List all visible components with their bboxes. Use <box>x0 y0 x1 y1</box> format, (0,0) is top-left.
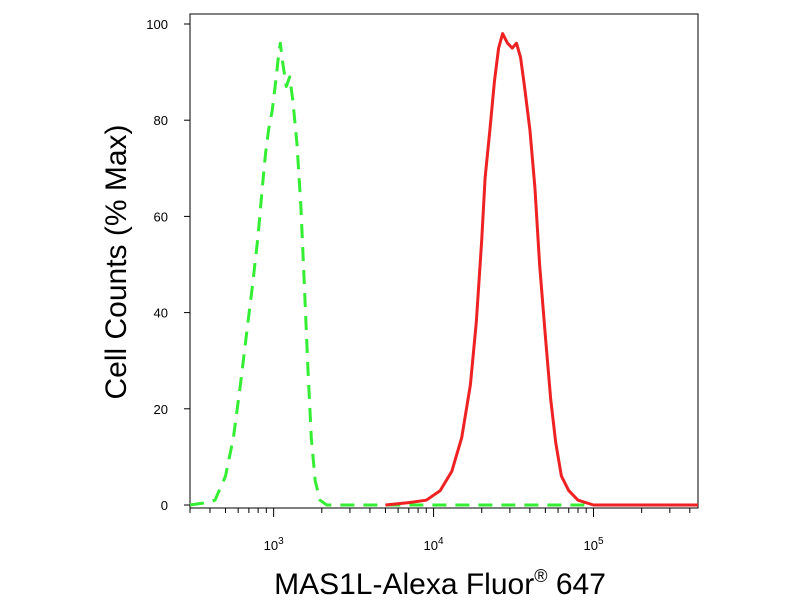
series-line-2 <box>385 32 698 507</box>
y-tick-label: 40 <box>154 306 168 321</box>
y-tick-label: 100 <box>146 17 168 32</box>
y-tick-label: 0 <box>161 498 168 513</box>
y-tick-label: 60 <box>154 209 168 224</box>
y-tick-label: 80 <box>154 113 168 128</box>
x-axis-title: MAS1L-Alexa Fluor® 647 <box>274 566 606 600</box>
y-tick-label: 20 <box>154 402 168 417</box>
x-tick-label: 103 <box>264 536 284 553</box>
series-line-1 <box>189 41 698 507</box>
y-axis-title: Cell Counts (% Max) <box>100 124 133 399</box>
axis-labels: Cell Counts (% Max) MAS1L-Alexa Fluor® 6… <box>100 124 606 600</box>
x-tick-label: 104 <box>424 536 444 553</box>
x-tick-label: 105 <box>584 536 604 553</box>
plot-frame <box>189 13 699 509</box>
x-axis-title-superscript: ® <box>534 566 547 586</box>
x-axis-title-suffix: 647 <box>547 568 605 600</box>
axes: 0 20 40 60 80 100 103 104 105 <box>146 13 699 553</box>
series-layer <box>189 32 698 507</box>
x-axis-title-main: MAS1L-Alexa Fluor <box>274 568 534 600</box>
